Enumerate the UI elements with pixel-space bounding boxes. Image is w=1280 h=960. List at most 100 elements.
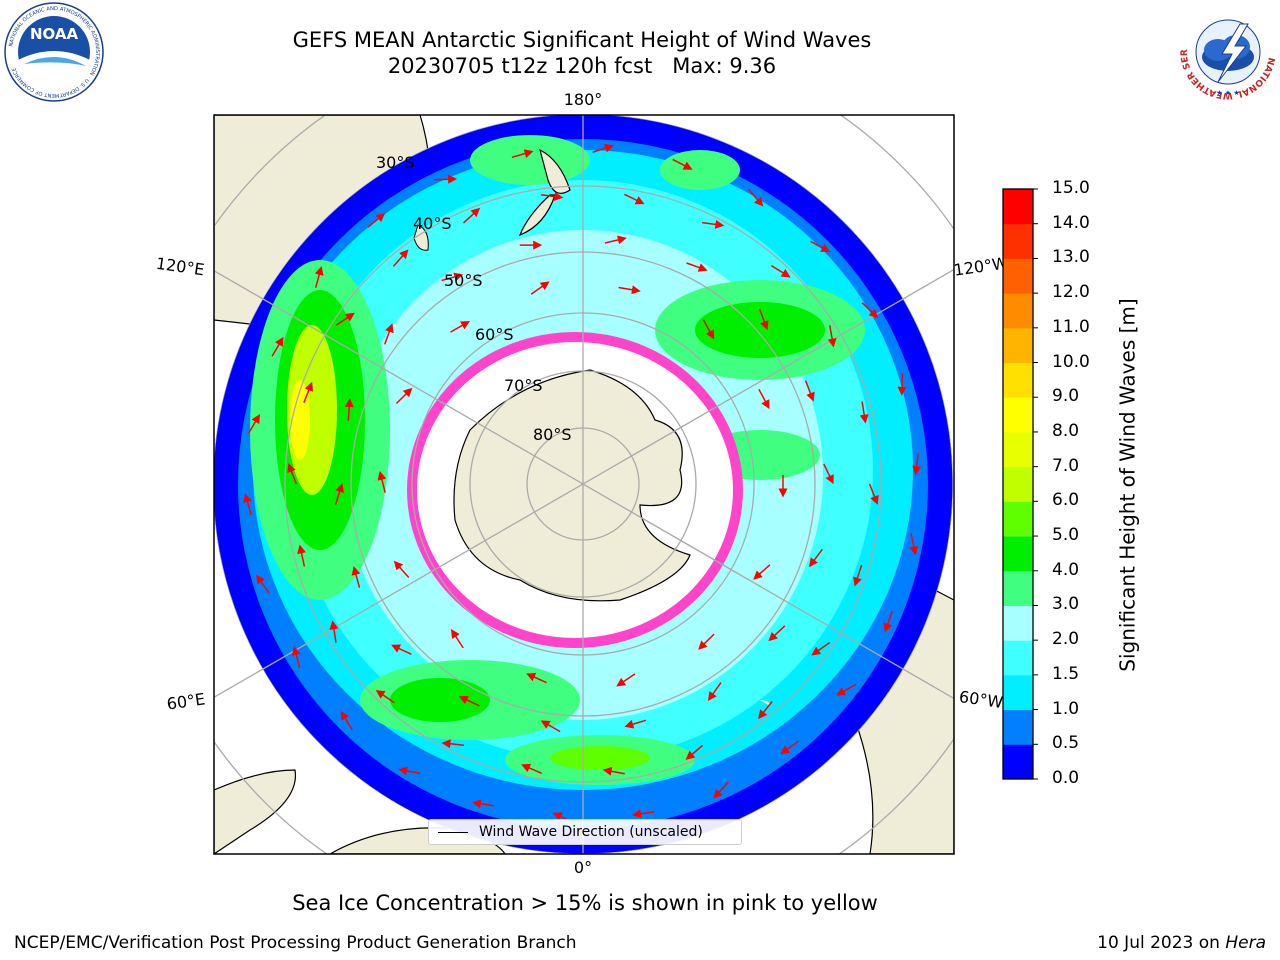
wave-direction-arrow	[391, 644, 412, 655]
wave-direction-arrow	[471, 799, 495, 809]
wave-direction-arrow	[377, 470, 387, 493]
wave-direction-arrow	[780, 740, 800, 755]
wave-direction-arrow	[329, 620, 339, 643]
wave-direction-arrow	[685, 744, 704, 760]
lat-label-60s: 60°S	[475, 325, 514, 344]
wave-direction-arrow	[243, 493, 252, 516]
wave-direction-arrow	[707, 682, 722, 701]
wave-direction-arrow	[458, 695, 480, 707]
colorbar-tick-label: 6.0	[1052, 490, 1080, 511]
colorbar-label: Significant Height of Wind Waves [m]	[1115, 298, 1140, 672]
colorbar-segment	[1003, 744, 1033, 780]
colorbar-segment	[1003, 501, 1033, 537]
wave-direction-arrow	[748, 188, 764, 207]
wave-direction-arrow	[434, 174, 458, 184]
colorbar-segment	[1003, 709, 1033, 745]
lon-label-120w: 120°W	[953, 253, 1010, 279]
wave-direction-arrow	[530, 281, 550, 295]
chart-subtitle: 20230705 t12z 120h fcst Max: 9.36	[387, 54, 777, 78]
colorbar-segment	[1003, 674, 1033, 711]
colorbar-tick-label: 3.0	[1052, 594, 1080, 615]
map-frame	[213, 114, 955, 855]
legend-label: Wind Wave Direction (unscaled)	[479, 824, 703, 840]
wave-direction-arrow	[698, 633, 715, 650]
wave-direction-arrow	[771, 265, 791, 278]
caption: Sea Ice Concentration > 15% is shown in …	[292, 891, 878, 915]
wave-direction-arrow	[340, 710, 353, 731]
colorbar-tick-label: 14.0	[1052, 212, 1090, 233]
wave-direction-arrow	[853, 564, 863, 587]
nws-logo: NATIONAL WEATHER SERVICE ★ ★ ★	[1175, 0, 1278, 106]
wave-direction-arrow	[450, 629, 464, 649]
wave-direction-arrow	[511, 149, 534, 159]
wave-direction-arrow	[702, 319, 715, 340]
colorbar-tick-label: 13.0	[1052, 247, 1090, 268]
wave-direction-arrow	[809, 548, 824, 568]
colorbar-tick-label: 7.0	[1052, 455, 1080, 476]
lon-label-120e: 120°E	[155, 254, 206, 280]
wave-direction-arrow	[616, 673, 636, 687]
legend-line-symbol	[438, 832, 468, 833]
colorbar-segment	[1003, 605, 1033, 641]
svg-text:★ ★ ★: ★ ★ ★	[1216, 89, 1239, 97]
colorbar-tick-label: 4.0	[1052, 559, 1080, 580]
wave-direction-arrow	[521, 763, 542, 774]
wave-direction-arrow	[624, 193, 645, 205]
wave-direction-arrow	[604, 235, 627, 245]
wave-direction-arrow	[393, 560, 410, 579]
wave-direction-arrow	[861, 302, 879, 319]
colorbar-segment	[1003, 362, 1033, 398]
wave-direction-arrow	[287, 463, 298, 485]
footer-credit: NCEP/EMC/Verification Post Processing Pr…	[14, 933, 577, 953]
wave-direction-arrow	[398, 766, 421, 776]
wave-direction-arrow	[804, 380, 815, 402]
wave-direction-arrow	[810, 240, 831, 253]
wave-direction-arrow	[859, 401, 869, 424]
lon-label-0: 0°	[574, 858, 592, 877]
wave-direction-arrow	[713, 781, 730, 799]
colorbar-tick-label: 8.0	[1052, 420, 1080, 441]
wave-direction-arrow	[758, 701, 773, 720]
wave-direction-arrow	[618, 285, 641, 295]
colorbar-tick-label: 2.0	[1052, 629, 1080, 650]
lat-label-80s: 80°S	[533, 425, 572, 444]
wave-direction-arrow	[303, 381, 314, 403]
map-legend: Wind Wave Direction (unscaled)	[428, 819, 742, 845]
wave-direction-arrow	[836, 683, 857, 696]
wave-direction-arrow	[758, 388, 770, 410]
lon-label-60e: 60°E	[166, 689, 207, 713]
colorbar-segment	[1003, 189, 1033, 225]
wave-direction-arrow	[540, 192, 564, 201]
wave-direction-arrow	[897, 373, 907, 396]
wave-direction-arrow	[291, 646, 301, 668]
colorbar	[1002, 188, 1038, 780]
wave-direction-arrow	[912, 452, 922, 476]
lat-label-70s: 70°S	[504, 376, 543, 395]
colorbar-tick-label: 1.0	[1052, 698, 1080, 719]
colorbar-tick-label: 9.0	[1052, 386, 1080, 407]
colorbar-segment	[1003, 640, 1033, 676]
wave-direction-arrow	[392, 249, 409, 267]
colorbar-tick-label: 1.5	[1052, 663, 1080, 684]
colorbar-tick-label: 10.0	[1052, 351, 1090, 372]
colorbar-tick-label: 12.0	[1052, 282, 1090, 303]
wave-direction-arrow	[753, 564, 771, 580]
wave-direction-arrow	[334, 483, 344, 505]
wave-direction-arrow	[441, 739, 464, 749]
colorbar-tick-label: 11.0	[1052, 316, 1090, 337]
wave-direction-arrow	[602, 766, 625, 776]
noaa-logo-text: NOAA	[30, 25, 79, 43]
colorbar-segment	[1003, 293, 1033, 329]
wave-direction-arrow	[686, 262, 708, 272]
footer-date: 10 Jul 2023 on Hera	[1097, 933, 1266, 953]
wave-direction-arrow	[540, 720, 561, 733]
colorbar-segment	[1003, 327, 1033, 364]
wave-direction-arrow	[351, 565, 361, 588]
colorbar-frame	[1002, 188, 1034, 780]
colorbar-segment	[1003, 258, 1033, 294]
wave-direction-arrow	[672, 158, 693, 170]
wave-direction-arrow	[883, 610, 894, 633]
wave-direction-arrow	[592, 143, 614, 154]
wind-wave-arrows	[243, 143, 922, 824]
